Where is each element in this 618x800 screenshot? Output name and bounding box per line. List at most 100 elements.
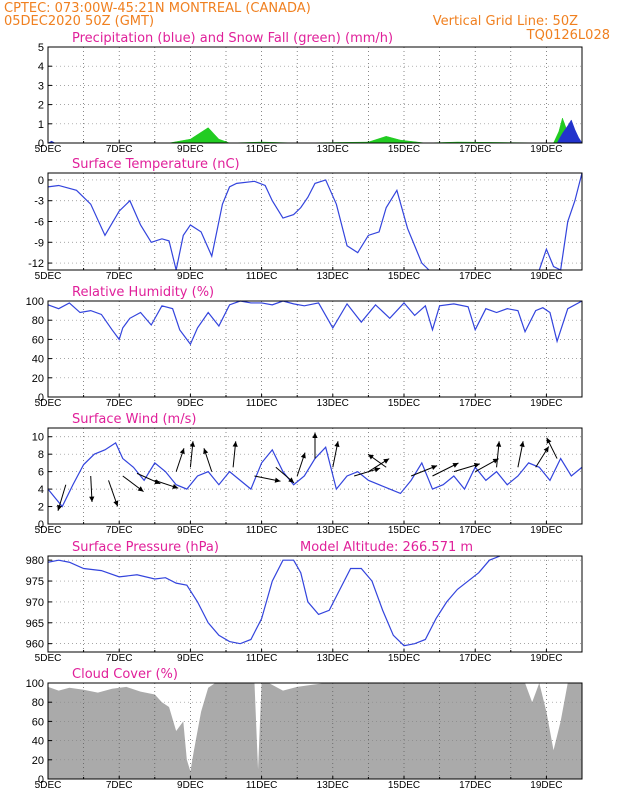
y-tick-label: 0 <box>38 175 44 187</box>
y-tick-label: -9 <box>34 237 44 249</box>
x-tick-label: 5DEC <box>35 653 62 664</box>
temp-panel: 5DEC 7DEC 9DEC 11DEC 13DEC 15DEC 17DEC 19DEC 0 -3… <box>28 172 583 282</box>
y-tick-label: 2 <box>38 502 44 514</box>
y-tick-label: 975 <box>26 576 44 588</box>
x-tick-label: 11DEC <box>246 525 278 536</box>
x-tick-label: 9DEC <box>177 653 204 664</box>
wind-vector-head <box>179 448 185 455</box>
y-tick-label: 20 <box>32 373 44 385</box>
run-date: 05DEC2020 50Z (GMT) <box>4 14 154 29</box>
x-tick-label: 7DEC <box>106 780 133 791</box>
series-pressure-0 <box>47 555 501 647</box>
y-tick-label: 60 <box>32 334 44 346</box>
y-tick-label: 40 <box>32 736 44 748</box>
wind-vector-head <box>203 448 209 455</box>
x-tick-label: 13DEC <box>317 525 349 536</box>
model-altitude: Model Altitude: 266.571 m <box>300 540 473 555</box>
series-cloud-cover <box>48 683 582 779</box>
vertical-grid-note: Vertical Grid Line: 50Z <box>433 14 578 29</box>
wind-vector-head <box>519 441 525 448</box>
wind-vector-head <box>300 452 306 459</box>
y-tick-label: 960 <box>26 639 44 651</box>
x-tick-label: 19DEC <box>530 144 562 155</box>
y-tick-label: -6 <box>34 217 44 229</box>
x-tick-label: 17DEC <box>459 144 491 155</box>
x-tick-label: 11DEC <box>246 271 278 282</box>
x-tick-label: 17DEC <box>459 525 491 536</box>
x-tick-label: 7DEC <box>106 144 133 155</box>
y-tick-label: 0 <box>38 392 44 404</box>
y-tick-label: 0 <box>38 138 44 150</box>
x-tick-label: 17DEC <box>459 398 491 409</box>
x-tick-label: 13DEC <box>317 653 349 664</box>
model-id: TQ0126L028 <box>526 28 610 43</box>
x-tick-label: 13DEC <box>317 144 349 155</box>
y-tick-label: 965 <box>26 618 44 630</box>
x-tick-label: 17DEC <box>459 271 491 282</box>
x-tick-label: 19DEC <box>530 780 562 791</box>
y-tick-label: 20 <box>32 755 44 767</box>
series-rh-0 <box>47 300 583 346</box>
wind-vector-head <box>473 462 480 468</box>
wind-vector-head <box>543 446 549 453</box>
wind-vector-head <box>546 437 552 444</box>
pressure-panel: 5DEC 7DEC 9DEC 11DEC 13DEC 15DEC 17DEC 19DEC 960… <box>26 555 583 664</box>
y-tick-label: 60 <box>32 716 44 728</box>
y-tick-label: 6 <box>38 467 44 479</box>
x-tick-label: 9DEC <box>177 525 204 536</box>
pressure-frame <box>47 555 583 653</box>
x-tick-label: 11DEC <box>246 398 278 409</box>
y-tick-label: 2 <box>38 100 44 112</box>
series-precipitation <box>47 119 583 144</box>
y-tick-label: 970 <box>26 597 44 609</box>
y-tick-label: 80 <box>32 315 44 327</box>
pressure-title: Surface Pressure (hPa) <box>72 540 219 555</box>
x-tick-label: 5DEC <box>35 398 62 409</box>
y-tick-label: 0 <box>38 519 44 531</box>
y-tick-label: -3 <box>34 196 44 208</box>
series-wind-0 <box>47 441 583 508</box>
y-tick-label: 100 <box>26 296 44 308</box>
cloud-panel: 5DEC 7DEC 9DEC 11DEC 13DEC 15DEC 17DEC 19DEC 0 20… <box>26 678 583 791</box>
x-tick-label: 19DEC <box>530 271 562 282</box>
y-tick-label: 980 <box>26 555 44 567</box>
x-tick-label: 15DEC <box>388 653 420 664</box>
precip-frame <box>47 46 583 144</box>
x-tick-label: 19DEC <box>530 398 562 409</box>
y-tick-label: 4 <box>38 61 44 73</box>
wind-panel: 5DEC 7DEC 9DEC 11DEC 13DEC 15DEC 17DEC 19DEC 0 2 4… <box>32 427 583 536</box>
x-tick-label: 5DEC <box>35 780 62 791</box>
cloud-frame <box>47 682 583 780</box>
x-tick-label: 17DEC <box>459 653 491 664</box>
wind-vector-head <box>383 458 390 464</box>
y-tick-label: 80 <box>32 697 44 709</box>
x-tick-label: 9DEC <box>177 780 204 791</box>
wind-frame <box>47 427 583 525</box>
y-tick-label: 8 <box>38 449 44 461</box>
wind-vector-head <box>312 432 318 438</box>
x-tick-label: 15DEC <box>388 525 420 536</box>
x-tick-label: 5DEC <box>35 144 62 155</box>
x-tick-label: 19DEC <box>530 653 562 664</box>
wind-vector-head <box>431 465 438 471</box>
y-tick-label: 100 <box>26 678 44 690</box>
wind-title: Surface Wind (m/s) <box>72 412 196 427</box>
wind-vector-head <box>368 454 374 460</box>
wind-vector-head <box>137 486 144 492</box>
temp-title: Surface Temperature (nC) <box>72 157 240 172</box>
x-tick-label: 9DEC <box>177 398 204 409</box>
x-tick-label: 13DEC <box>317 271 349 282</box>
x-tick-label: 9DEC <box>177 144 204 155</box>
x-tick-label: 11DEC <box>246 653 278 664</box>
precip-title: Precipitation (blue) and Snow Fall (gree… <box>72 31 393 46</box>
header: CPTEC: 073:00W-45:21N MONTREAL (CANADA) … <box>4 1 610 43</box>
x-tick-label: 19DEC <box>530 525 562 536</box>
wind-vector-head <box>288 477 295 483</box>
x-tick-label: 5DEC <box>35 525 62 536</box>
x-tick-label: 7DEC <box>106 653 133 664</box>
x-tick-label: 7DEC <box>106 525 133 536</box>
x-tick-label: 15DEC <box>388 780 420 791</box>
wind-vector-head <box>89 496 95 502</box>
wind-vector-head <box>172 483 179 489</box>
